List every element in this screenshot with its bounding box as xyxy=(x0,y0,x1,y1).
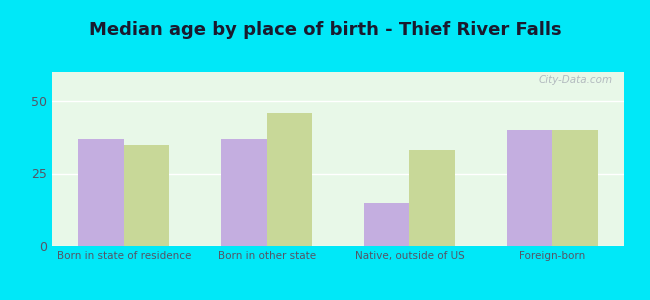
Text: Median age by place of birth - Thief River Falls: Median age by place of birth - Thief Riv… xyxy=(88,21,562,39)
Bar xyxy=(364,202,410,246)
Bar xyxy=(410,150,455,246)
Bar xyxy=(266,112,312,246)
Text: City-Data.com: City-Data.com xyxy=(538,76,612,85)
Bar xyxy=(78,139,124,246)
Bar xyxy=(506,130,552,246)
Bar xyxy=(221,139,266,246)
Bar xyxy=(552,130,598,246)
Bar xyxy=(124,145,170,246)
